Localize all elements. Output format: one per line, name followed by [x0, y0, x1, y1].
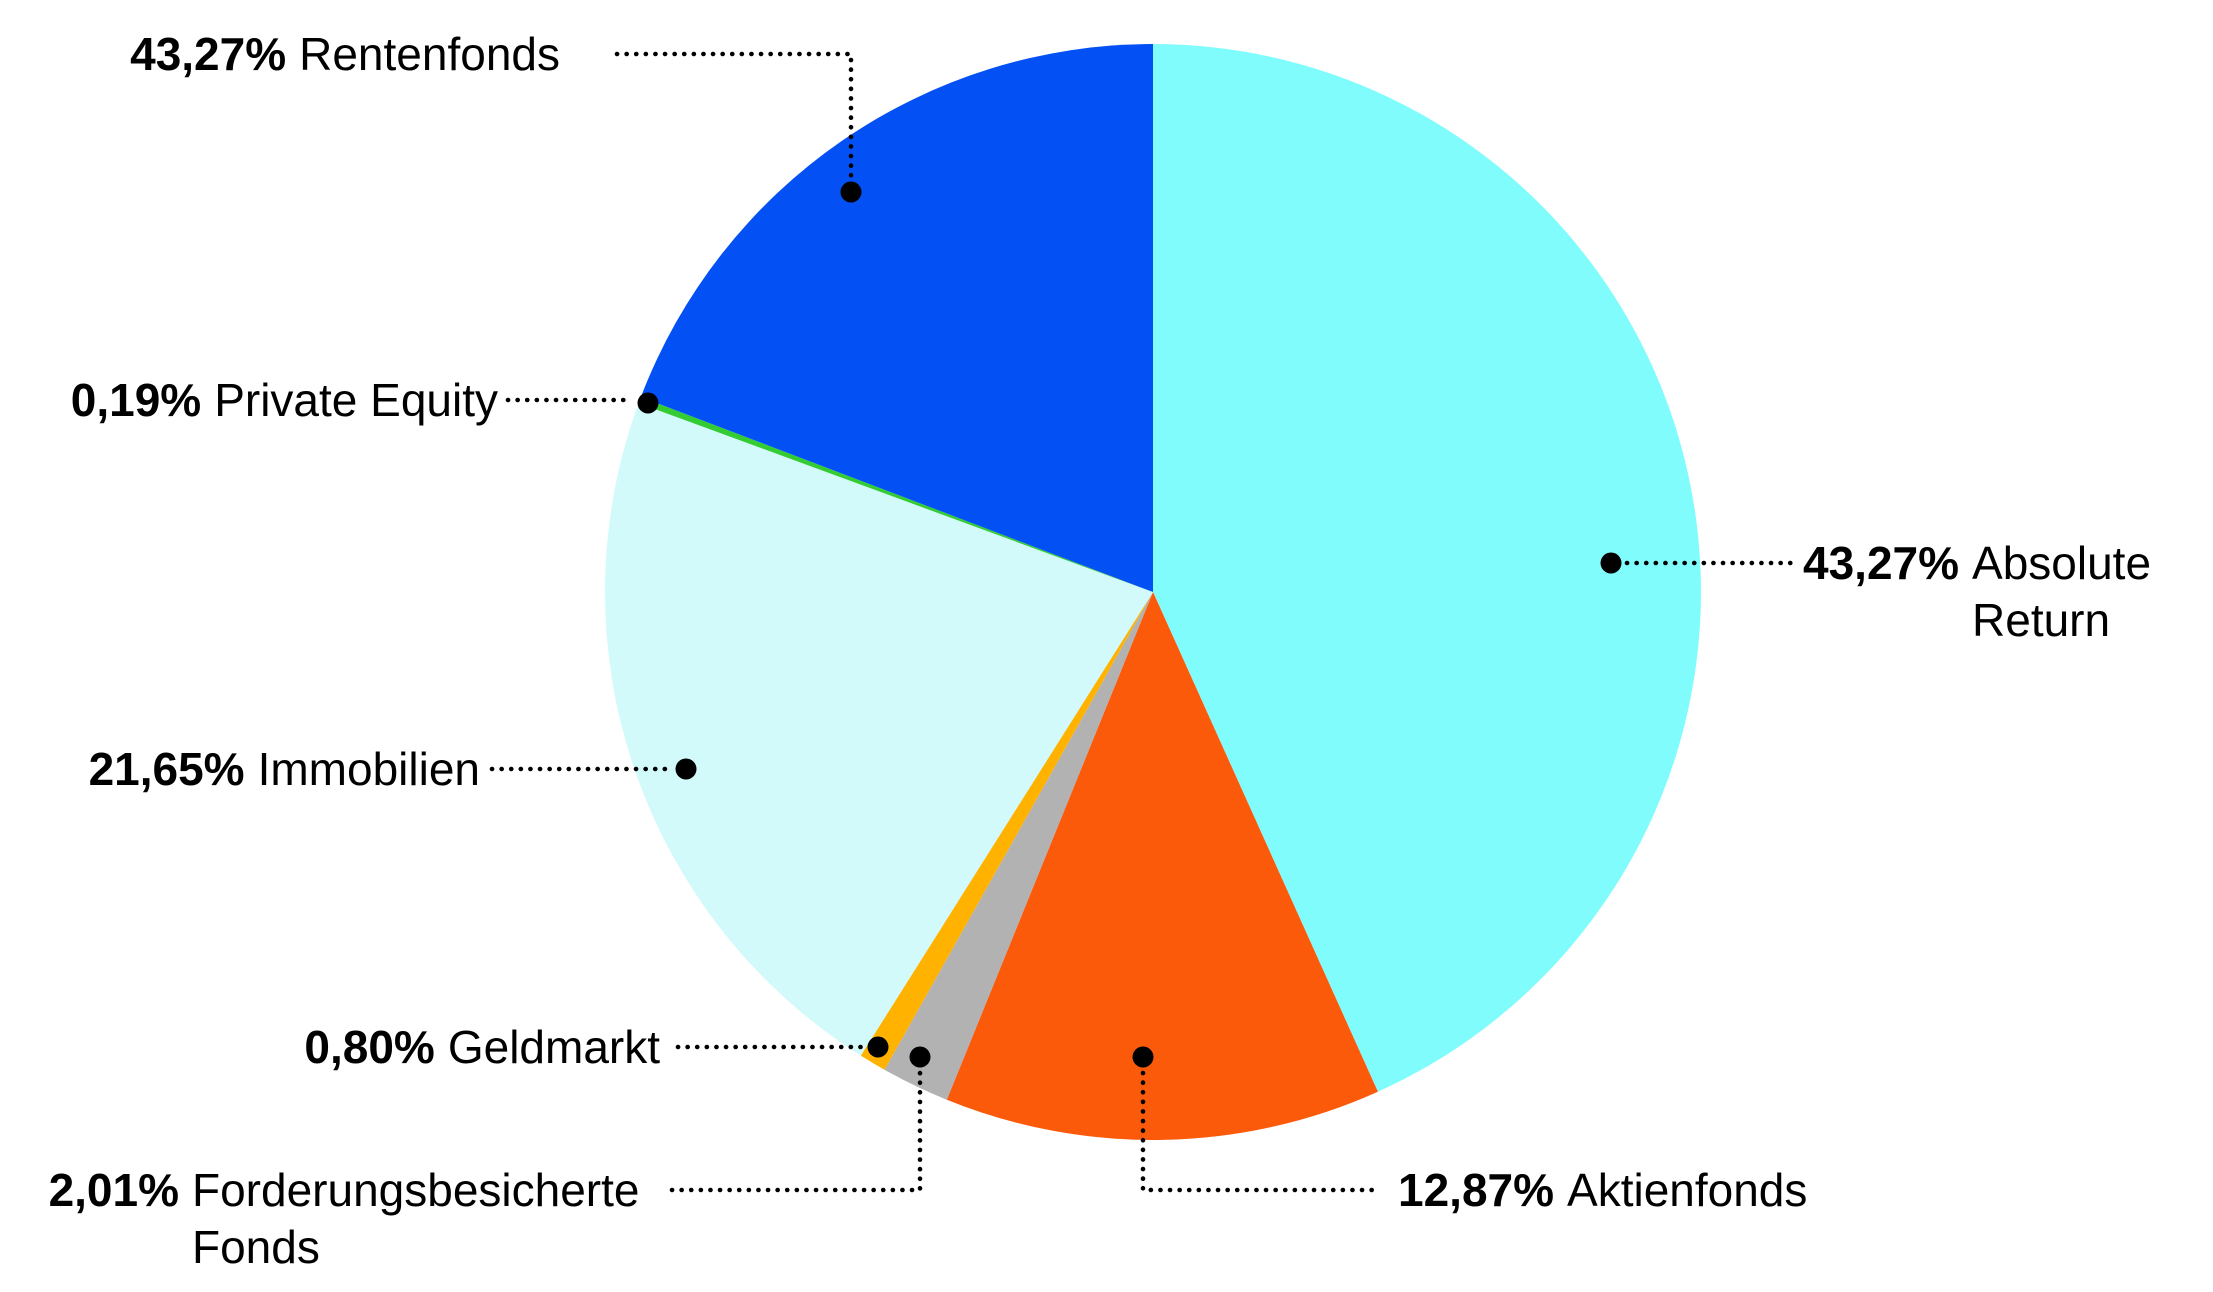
pie-slice-aktienfonds: [946, 592, 1378, 1140]
pct-value: 0,80%: [304, 1021, 435, 1073]
anchor-dot-private-equity: [637, 392, 659, 414]
anchor-dot-rentenfonds: [840, 181, 862, 203]
anchor-dot-absolute-return: [1600, 552, 1622, 574]
label-geldmarkt: 0,80% Geldmarkt: [304, 1019, 660, 1076]
anchor-dot-geldmarkt: [867, 1036, 889, 1058]
slice-name: Immobilien: [257, 743, 480, 795]
pct-value: 43,27%: [130, 28, 287, 80]
slice-name: Geldmarkt: [447, 1021, 660, 1073]
label-absolute-return: 43,27% Absolute Return: [1803, 535, 2172, 649]
anchor-dot-forderungsbesicherte-fonds: [909, 1046, 931, 1068]
label-private-equity: 0,19% Private Equity: [71, 372, 498, 429]
pie-slice-private-equity: [638, 397, 1153, 592]
slice-name: Forderungsbesicherte Fonds: [192, 1164, 640, 1273]
pie-slice-immobilien: [605, 403, 1153, 1056]
pct-value: 2,01%: [48, 1164, 179, 1216]
slice-name: Private Equity: [214, 374, 498, 426]
slice-name: Aktienfonds: [1567, 1164, 1808, 1216]
slice-name: Rentenfonds: [299, 28, 560, 80]
label-aktienfonds: 12,87% Aktienfonds: [1398, 1162, 1807, 1219]
pct-value: 0,19%: [70, 374, 202, 426]
leader-line-rentenfonds: [614, 51, 854, 181]
label-forderungsbesicherte-fonds: 2,01% Forderungsbesicherte Fonds: [49, 1162, 657, 1276]
pie-slice-forderungsbesicherte-fonds: [884, 592, 1153, 1100]
leader-line-aktienfonds: [1140, 1070, 1383, 1193]
leader-line-forderungsbesicherte-fonds: [669, 1070, 923, 1193]
pie-slice-absolute-return: [1153, 44, 1701, 1092]
slice-name: Absolute Return: [1972, 537, 2152, 646]
pie-slice-geldmarkt: [860, 592, 1153, 1070]
anchor-dot-immobilien: [675, 758, 697, 780]
pct-value: 12,87%: [1398, 1164, 1555, 1216]
anchor-dot-aktienfonds: [1132, 1046, 1154, 1068]
label-immobilien: 21,65% Immobilien: [89, 741, 480, 798]
pct-value: 43,27%: [1803, 537, 1960, 589]
label-rentenfonds: 43,27% Rentenfonds: [130, 26, 560, 83]
pie-slice-rentenfonds: [640, 44, 1153, 592]
pct-value: 21,65%: [88, 743, 245, 795]
